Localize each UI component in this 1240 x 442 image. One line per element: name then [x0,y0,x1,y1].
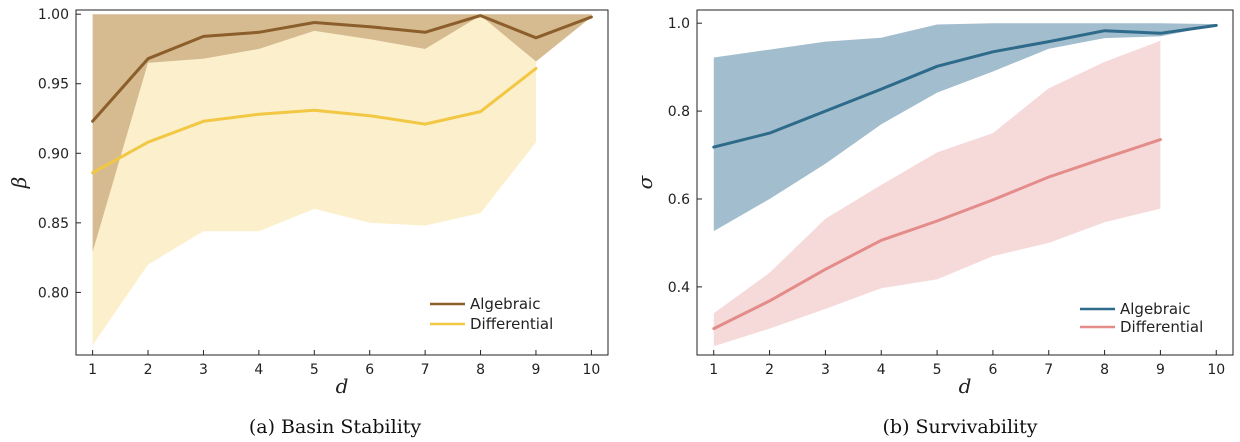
plot-frame [75,9,609,356]
x-tick-label: 6 [365,362,374,378]
band-differential [92,15,536,346]
chart-survivability: 1 2 3 4 5 6 7 8 9 10 0.4 0.6 0.8 1.0 d σ AlgebraicDiffer… [633,9,1234,438]
x-tick-label: 2 [144,362,153,378]
x-tick-label: 5 [933,362,942,378]
y-tick-label: 0.6 [668,192,690,208]
y-tick-label: 0.85 [38,216,69,232]
x-tick-label: 7 [1044,362,1053,378]
band-algebraic [92,14,592,253]
x-tick-label: 1 [88,362,97,378]
legend-label-algebraic: Algebraic [1120,300,1190,318]
series-line-algebraic [91,14,593,123]
y-tick-label: 1.0 [668,16,690,32]
y-tick-label: 0.80 [38,285,69,301]
y-tick-label: 0.90 [38,146,69,162]
x-axis-label: d [336,374,349,398]
x-tick-label: 6 [988,362,997,378]
legend-label-differential: Differential [1120,318,1203,336]
chart-caption: (b) Survivability [883,416,1038,438]
series-line-differential [91,66,538,175]
x-axis-label: d [959,374,972,398]
y-tick-label: 0.8 [668,104,690,120]
x-tick-label: 4 [254,362,263,378]
x-tick-label: 9 [531,362,540,378]
x-tick-label: 4 [877,362,886,378]
legend-label-algebraic: Algebraic [470,295,540,313]
x-tick-label: 1 [709,362,718,378]
plot-frame [696,9,1234,356]
y-tick-label: 1.00 [38,7,69,23]
x-tick-label: 3 [821,362,830,378]
y-tick-label: 0.95 [38,77,69,93]
x-tick-label: 2 [765,362,774,378]
series-line-algebraic [712,23,1218,149]
x-tick-label: 10 [582,362,600,378]
series-line-differential [712,138,1162,331]
x-tick-label: 8 [1100,362,1109,378]
y-axis-label: σ [633,174,657,189]
legend-label-differential: Differential [470,315,553,333]
y-axis-label: β [7,177,31,190]
chart-caption: (a) Basin Stability [249,416,422,438]
band-algebraic [713,23,1217,232]
x-tick-label: 7 [421,362,430,378]
x-tick-label: 10 [1207,362,1225,378]
chart-basin-stability: 1 2 3 4 5 6 7 8 9 10 0.80 0.85 0.90 0.95 1.00 d β Algebra… [7,7,609,438]
x-tick-label: 5 [310,362,319,378]
x-tick-label: 3 [199,362,208,378]
y-tick-label: 0.4 [668,280,690,296]
x-tick-label: 9 [1156,362,1165,378]
x-tick-label: 8 [476,362,485,378]
